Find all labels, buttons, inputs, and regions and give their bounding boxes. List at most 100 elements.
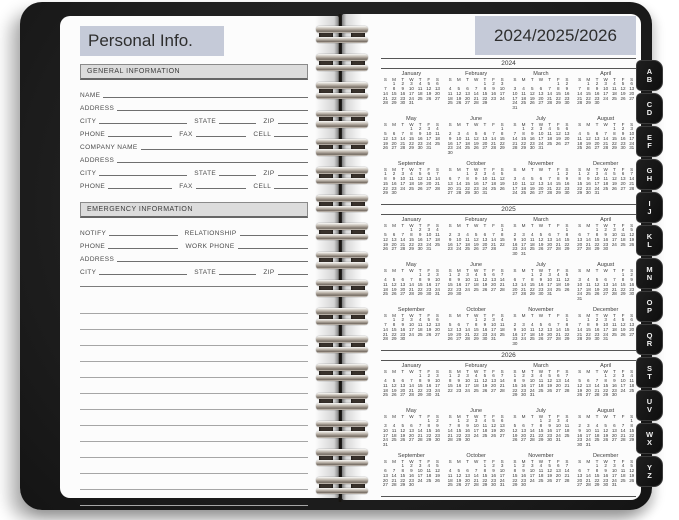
year-label: 2024 (381, 59, 636, 69)
wire-bottom (316, 36, 368, 43)
mini-month: February S M T W T F S 1 2 3 4 5 6 7 8 9 10 11 12 13 14 15 16 17… (446, 71, 507, 114)
month-name: December (592, 161, 619, 167)
wire-top (316, 54, 368, 61)
mini-month: March S M T W T F S 1 2 3 4 5 6 7 8 9 10 11 12 13 14 15 16 17 18 1… (511, 217, 572, 260)
month-day-grid: S M T W T F S 1 2 3 4 5 6 7 8 9 10 11 12 13 14 15 16 17 18 19 20 21… (577, 413, 635, 448)
mini-month: June S M T W T F S 1 2 3 4 5 6 7 8 9 10 11 12 13 14 15 16 17 18 19… (446, 408, 507, 451)
blank-write-line (108, 136, 173, 137)
wire-top (316, 223, 368, 230)
month-name: March (533, 71, 549, 77)
form-row: COMPANY NAME (80, 139, 308, 152)
year-section: 2026 January S M T W T F S 1 2 3 4 5 6 7 8 9 10 11 12 13 14 15 1… (381, 350, 636, 496)
wire-loop (316, 392, 368, 410)
field-label: ZIP (263, 170, 275, 177)
month-name: July (535, 116, 546, 122)
mini-month: October S M T W T F S 1 2 3 4 5 6 7 8 9 10 11 12 13 14 15 16 17 1… (446, 307, 507, 350)
wire-bottom (316, 149, 368, 156)
form-row: PHONE FAX CELL (80, 178, 308, 191)
month-day-grid: S M T W T F S 1 2 3 4 5 6 7 8 9 10 11 12 13 14 15 16 17 18 19 20 21… (512, 267, 570, 297)
field-label: STATE (194, 118, 217, 125)
blank-write-line (274, 136, 308, 137)
month-name: May (406, 262, 417, 268)
note-line (80, 362, 308, 378)
month-day-grid: S M T W T F S 1 2 3 4 5 6 7 8 9 10 11 12 13 14 15 16 17 18 19 20 21… (382, 267, 440, 297)
month-day-grid: S M T W T F S 1 2 3 4 5 6 7 8 9 10 11 12 13 14 15 16 17 18 19 20 21… (447, 413, 505, 443)
wire-bottom (316, 403, 368, 410)
month-day-grid: S M T W T F S 1 2 3 4 5 6 7 8 9 10 11 12 13 14 15 16 17 18 19 20 21… (577, 222, 635, 252)
blank-write-line (117, 110, 308, 111)
blank-write-line (219, 123, 257, 124)
wire-loop (316, 167, 368, 184)
wire-loop (316, 82, 368, 100)
info-sections: GENERAL INFORMATION NAME ADDRESS CITY STATE Z… (80, 64, 309, 277)
wire-top (316, 279, 368, 287)
mini-month: January S M T W T F S 1 2 3 4 5 6 7 8 9 10 11 12 13 14 15 16 17 1… (381, 71, 442, 114)
month-name: February (465, 217, 488, 223)
month-day-grid: S M T W T F S 1 2 3 4 5 6 7 8 9 10 11 12 13 14 15 16 17 18 19 20 21… (447, 166, 505, 196)
note-line (80, 426, 308, 442)
field-label: ZIP (263, 269, 275, 276)
month-name: October (466, 161, 486, 167)
wire-bottom (316, 121, 368, 128)
wire-bottom (316, 374, 368, 382)
wire-top (316, 364, 368, 371)
wire-bottom (316, 290, 368, 297)
note-line (80, 394, 308, 410)
field-label: ADDRESS (80, 157, 115, 164)
blank-write-line (99, 274, 188, 275)
wire-bottom (316, 64, 368, 72)
wire-bottom (316, 262, 368, 269)
form-row: ADDRESS (80, 251, 308, 264)
field-label: NOTIFY (80, 230, 107, 237)
wire-loop (316, 279, 368, 297)
mini-month: January S M T W T F S 1 2 3 4 5 6 7 8 9 10 11 12 13 14 15 16 17 1… (381, 217, 442, 260)
month-day-grid: S M T W T F S 1 2 3 4 5 6 7 8 9 10 11 12 13 14 15 16 17 18 19 20 21… (577, 166, 635, 196)
month-row: May S M T W T F S 1 2 3 4 5 6 7 8 9 10 11 12 13 14 15 16 17 18 19 2… (381, 406, 636, 451)
month-name: February (465, 71, 488, 77)
field-label: WORK PHONE (185, 243, 235, 250)
month-day-grid: S M T W T F S 1 2 3 4 5 6 7 8 9 10 11 12 13 14 15 16 17 18 19 20 21… (577, 458, 635, 488)
field-label: COMPANY NAME (80, 144, 138, 151)
month-day-grid: S M T W T F S 1 2 3 4 5 6 7 8 9 10 11 12 13 14 15 16 17 18 19 20 21… (577, 76, 635, 106)
month-name: April (600, 217, 612, 223)
years-title: 2024/2025/2026 (475, 16, 636, 55)
wire-top (316, 392, 368, 400)
wire-loop (316, 54, 368, 72)
field-label: ADDRESS (80, 256, 115, 263)
month-day-grid: S M T W T F S 1 2 3 4 5 6 7 8 9 10 11 12 13 14 15 16 17 18 19 20 21… (447, 222, 505, 252)
month-name: September (397, 161, 425, 167)
blank-write-line (109, 235, 178, 236)
mini-month: December S M T W T F S 1 2 3 4 5 6 7 8 9 10 11 12 13 14 15 16 17… (575, 453, 636, 496)
year-section: 2025 January S M T W T F S 1 2 3 4 5 6 7 8 9 10 11 12 13 14 15 1… (381, 204, 636, 350)
mini-month: February S M T W T F S 1 2 3 4 5 6 7 8 9 10 11 12 13 14 15 16 17… (446, 217, 507, 260)
wire-bottom (316, 233, 368, 241)
month-name: May (406, 116, 417, 122)
mini-month: January S M T W T F S 1 2 3 4 5 6 7 8 9 10 11 12 13 14 15 16 17 1… (381, 363, 442, 406)
field-label: ZIP (263, 118, 275, 125)
month-name: September (397, 307, 425, 313)
wire-bottom (316, 318, 368, 325)
mini-month: December S M T W T F S 1 2 3 4 5 6 7 8 9 10 11 12 13 14 15 16 17… (575, 307, 636, 350)
blank-write-line (195, 136, 247, 137)
ruled-lines (80, 287, 308, 506)
blank-write-line (99, 175, 188, 176)
mini-month: May S M T W T F S 1 2 3 4 5 6 7 8 9 10 11 12 13 14 15 16 17 18 19 2… (381, 408, 442, 451)
blank-write-line (274, 188, 308, 189)
field-label: PHONE (80, 131, 106, 138)
mini-month: November S M T W T F S 1 2 3 4 5 6 7 8 9 10 11 12 13 14 15 16 17… (511, 161, 572, 204)
month-name: July (535, 408, 546, 414)
month-row: January S M T W T F S 1 2 3 4 5 6 7 8 9 10 11 12 13 14 15 16 17 1… (381, 69, 636, 114)
wire-loop (316, 223, 368, 241)
wire-bottom (316, 92, 368, 100)
wire-loop (316, 364, 368, 382)
wire-bottom (316, 487, 368, 495)
wire-loop (316, 251, 368, 269)
month-name: August (597, 262, 615, 268)
